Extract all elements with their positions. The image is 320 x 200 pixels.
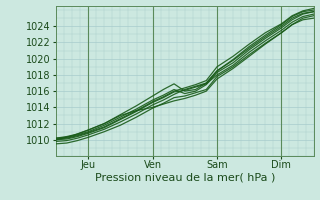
X-axis label: Pression niveau de la mer( hPa ): Pression niveau de la mer( hPa ) bbox=[95, 173, 275, 183]
